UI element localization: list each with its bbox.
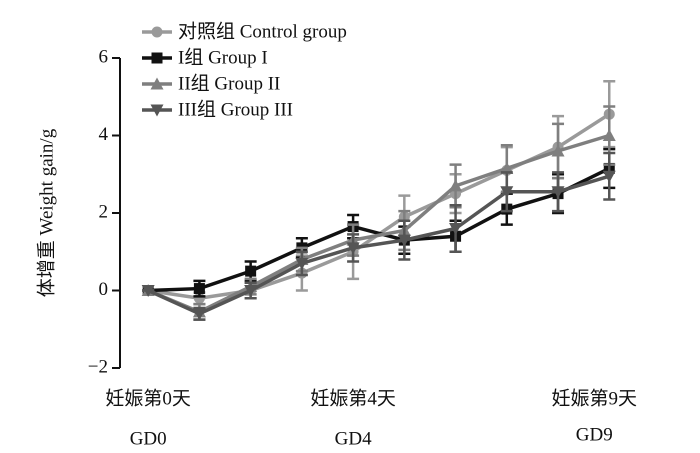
point xyxy=(192,308,206,321)
point xyxy=(449,223,463,235)
y-tick-label: 0 xyxy=(99,279,109,300)
legend-marker xyxy=(151,52,163,64)
point xyxy=(397,234,411,247)
x-tick-label: 妊娠第4天 xyxy=(310,387,396,409)
x-tick-label: 妊娠第0天 xyxy=(105,387,191,409)
series-line xyxy=(147,133,610,314)
y-tick-label: 4 xyxy=(99,124,109,145)
series-line xyxy=(147,174,610,316)
point xyxy=(449,179,463,192)
legend-label: 对照组 Control group xyxy=(178,20,347,42)
legend-label: III组 Group III xyxy=(178,98,293,120)
point xyxy=(602,129,616,141)
series-line xyxy=(148,166,611,293)
point xyxy=(193,283,205,295)
point xyxy=(500,161,514,174)
point xyxy=(346,242,360,255)
y-tick-label: 2 xyxy=(99,201,109,222)
point xyxy=(551,186,565,199)
point xyxy=(244,285,258,297)
point xyxy=(245,265,257,277)
x-tick-label: GD4 xyxy=(335,428,372,449)
legend-marker xyxy=(151,26,163,38)
point xyxy=(602,170,616,183)
series-line xyxy=(147,112,611,301)
point xyxy=(500,186,514,199)
legend-marker xyxy=(150,77,164,90)
y-tick-label: 6 xyxy=(99,46,109,67)
point xyxy=(551,144,565,157)
point xyxy=(141,285,155,297)
x-tick-label: GD9 xyxy=(576,424,613,445)
y-axis-label: 体增重 Weight gain/g xyxy=(35,128,57,297)
y-tick-label: −2 xyxy=(88,356,108,377)
x-tick-label: 妊娠第9天 xyxy=(552,387,638,409)
legend-label: II组 Group II xyxy=(178,72,280,94)
legend-marker xyxy=(150,104,164,117)
x-tick-label: GD0 xyxy=(130,428,167,449)
point xyxy=(295,257,309,270)
legend-label: I组 Group I xyxy=(178,46,268,68)
